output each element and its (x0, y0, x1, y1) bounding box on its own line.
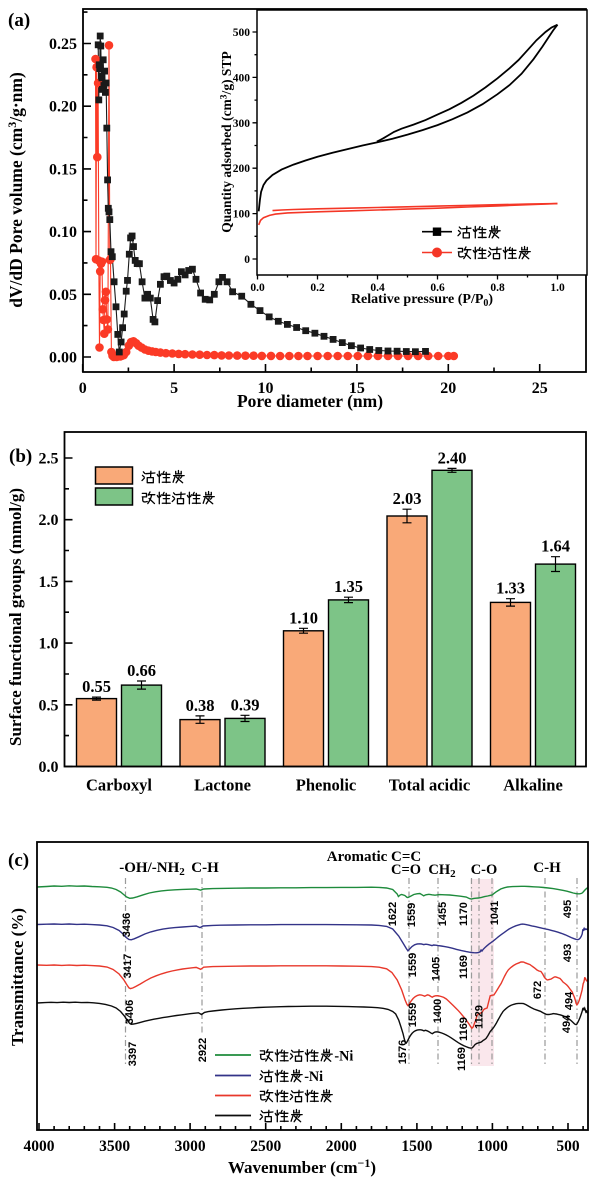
svg-text:1405: 1405 (431, 957, 443, 981)
svg-text:1.10: 1.10 (289, 608, 318, 627)
svg-text:Total acidic: Total acidic (389, 776, 470, 795)
svg-text:Alkaline: Alkaline (503, 776, 563, 795)
svg-text:20: 20 (440, 380, 456, 397)
svg-text:C-H: C-H (191, 860, 219, 876)
svg-text:-Ni: -Ni (334, 1049, 353, 1065)
svg-text:1.33: 1.33 (496, 579, 525, 598)
svg-text:0.0: 0.0 (250, 282, 265, 294)
svg-text:2.5: 2.5 (39, 451, 59, 468)
svg-text:Lactone: Lactone (194, 776, 251, 795)
svg-text:495: 495 (562, 900, 574, 918)
svg-text:493: 493 (562, 944, 574, 962)
svg-text:1500: 1500 (401, 1138, 432, 1155)
svg-text:1169: 1169 (458, 1017, 470, 1041)
svg-text:0.5: 0.5 (39, 697, 59, 714)
svg-text:Phenolic: Phenolic (296, 776, 357, 795)
svg-text:3000: 3000 (175, 1138, 206, 1155)
svg-text:3436: 3436 (121, 913, 133, 937)
svg-text:10: 10 (258, 380, 274, 397)
svg-text:1129: 1129 (474, 1005, 486, 1029)
svg-text:Transmittance (%): Transmittance (%) (8, 908, 27, 1046)
svg-text:dV/dD Pore volume (cm3/g·nm): dV/dD Pore volume (cm3/g·nm) (5, 72, 26, 308)
svg-text:1559: 1559 (407, 953, 419, 977)
svg-text:1000: 1000 (477, 1138, 508, 1155)
svg-text:200: 200 (233, 163, 251, 175)
svg-text:0: 0 (244, 254, 250, 266)
svg-text:1.35: 1.35 (334, 577, 363, 596)
svg-text:3417: 3417 (122, 954, 134, 978)
svg-text:1622: 1622 (387, 902, 399, 926)
svg-text:C-O: C-O (471, 862, 498, 878)
svg-text:0.38: 0.38 (186, 696, 215, 715)
svg-text:0.55: 0.55 (82, 677, 111, 696)
svg-text:(a): (a) (8, 10, 30, 31)
svg-text:1170: 1170 (458, 902, 470, 926)
svg-text:2.03: 2.03 (393, 489, 422, 508)
svg-text:1041: 1041 (489, 901, 501, 925)
svg-text:494: 494 (561, 1014, 573, 1033)
svg-text:0.6: 0.6 (430, 282, 445, 294)
svg-text:C-H: C-H (533, 860, 561, 876)
svg-text:(c): (c) (8, 850, 29, 871)
svg-text:672: 672 (532, 981, 544, 999)
svg-text:0: 0 (79, 380, 87, 397)
svg-text:3397: 3397 (127, 1042, 139, 1066)
svg-text:Pore diameter (nm): Pore diameter (nm) (237, 391, 383, 411)
svg-text:2000: 2000 (326, 1138, 357, 1155)
svg-text:400: 400 (233, 72, 251, 84)
svg-text:1.64: 1.64 (541, 537, 570, 556)
svg-text:0.39: 0.39 (231, 695, 260, 714)
svg-text:1576: 1576 (397, 1040, 409, 1064)
svg-text:0.25: 0.25 (49, 36, 77, 53)
svg-text:Surface functional groups (mmo: Surface functional groups (mmol/g) (6, 488, 25, 746)
svg-text:2922: 2922 (197, 1038, 209, 1062)
svg-text:1455: 1455 (437, 902, 449, 926)
svg-text:4000: 4000 (24, 1138, 55, 1155)
svg-text:CH2: CH2 (428, 862, 456, 880)
svg-text:1169: 1169 (456, 1047, 468, 1071)
svg-text:2.40: 2.40 (438, 448, 467, 467)
svg-text:-Ni: -Ni (304, 1069, 323, 1085)
svg-text:100: 100 (233, 209, 251, 221)
svg-text:Carboxyl: Carboxyl (86, 776, 152, 795)
svg-text:-OH/-NH2: -OH/-NH2 (119, 860, 185, 878)
svg-text:0.20: 0.20 (49, 99, 77, 116)
svg-text:0.4: 0.4 (370, 282, 385, 294)
svg-text:Aromatic C=C: Aromatic C=C (327, 849, 422, 865)
svg-text:0.0: 0.0 (39, 759, 59, 776)
svg-text:1.0: 1.0 (39, 636, 59, 653)
svg-text:0.10: 0.10 (49, 224, 77, 241)
svg-text:15: 15 (349, 380, 365, 397)
svg-text:1559: 1559 (407, 1003, 419, 1027)
svg-text:1.0: 1.0 (550, 282, 565, 294)
svg-text:500: 500 (556, 1138, 580, 1155)
svg-text:1169: 1169 (458, 955, 470, 979)
svg-text:0.05: 0.05 (49, 287, 77, 304)
svg-text:25: 25 (532, 380, 548, 397)
svg-text:1.5: 1.5 (39, 574, 59, 591)
svg-text:0.15: 0.15 (49, 161, 77, 178)
svg-text:(b): (b) (9, 446, 32, 467)
svg-text:300: 300 (233, 118, 251, 130)
svg-text:0.00: 0.00 (49, 350, 77, 367)
svg-text:Quantity adsorbed (cm3/g) STP: Quantity adsorbed (cm3/g) STP (219, 51, 234, 232)
svg-text:3406: 3406 (124, 1000, 136, 1024)
svg-text:500: 500 (233, 27, 251, 39)
svg-text:1559: 1559 (406, 903, 418, 927)
svg-text:3500: 3500 (99, 1138, 130, 1155)
svg-text:C=O: C=O (391, 862, 421, 878)
svg-text:2500: 2500 (250, 1138, 281, 1155)
svg-text:0.8: 0.8 (490, 282, 505, 294)
svg-text:Relative pressure (P/P0): Relative pressure (P/P0) (351, 292, 493, 309)
svg-text:5: 5 (170, 380, 178, 397)
svg-text:0.66: 0.66 (127, 661, 156, 680)
svg-text:494: 494 (564, 991, 576, 1010)
svg-text:1400: 1400 (432, 999, 444, 1023)
svg-text:Wavenumber (cm−1): Wavenumber (cm−1) (228, 1156, 376, 1177)
svg-text:0.2: 0.2 (310, 282, 325, 294)
svg-text:2.0: 2.0 (39, 512, 59, 529)
